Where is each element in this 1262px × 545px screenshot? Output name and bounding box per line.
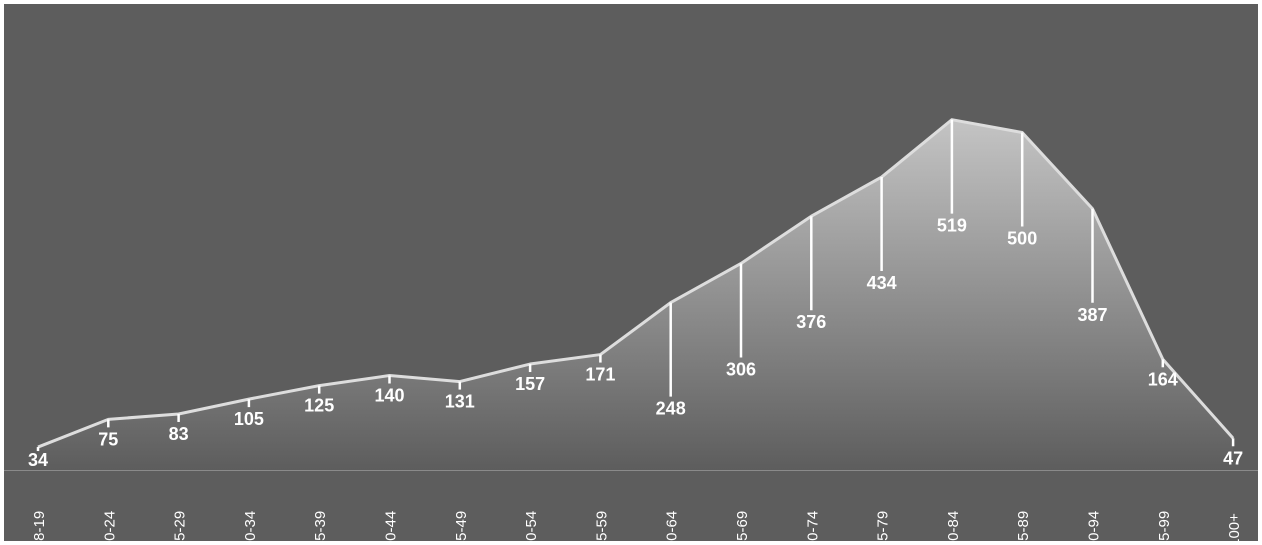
data-label: 306	[726, 359, 756, 379]
x-tick-label: 40-44	[383, 511, 400, 541]
data-label: 519	[937, 216, 967, 236]
x-tick-label: 18-19	[31, 511, 48, 541]
x-tick-label: 65-69	[734, 511, 751, 541]
x-tick-label: 85-89	[1015, 511, 1032, 541]
x-tick-label: 30-34	[242, 511, 259, 541]
area-edge-line	[37, 118, 1235, 449]
value-label-layer: 34 75 83 105 125 140 131 157 171 248 306 376 434 519 5…	[28, 216, 1243, 470]
data-label: 376	[796, 312, 826, 332]
x-tick-label: 70-74	[804, 511, 821, 541]
data-label: 83	[169, 424, 189, 444]
area-layer	[4, 118, 1258, 471]
area-fill	[38, 119, 1234, 471]
x-tick-label: 100+	[1226, 513, 1243, 541]
x-tick-label: 75-79	[875, 511, 892, 541]
x-tick-label: 90-94	[1086, 511, 1103, 541]
x-tick-label: 45-49	[453, 511, 470, 541]
x-tick-label: 55-59	[593, 511, 610, 541]
area-chart: 34 75 83 105 125 140 131 157 171 248 306 376 434 519 5…	[4, 118, 1258, 541]
data-label: 157	[515, 374, 545, 394]
data-label: 34	[28, 450, 48, 470]
data-label: 434	[867, 273, 897, 293]
x-tick-label: 20-24	[101, 511, 118, 541]
data-label: 140	[374, 386, 404, 406]
x-tick-label: 25-29	[172, 511, 189, 541]
x-tick-label: 95-99	[1156, 511, 1173, 541]
data-label: 164	[1148, 369, 1178, 389]
x-tick-label: 60-64	[664, 511, 681, 541]
x-tick-label: 50-54	[523, 511, 540, 541]
data-label: 125	[304, 396, 334, 416]
data-label: 387	[1077, 305, 1107, 325]
drop-line-layer	[36, 119, 1235, 452]
data-label: 105	[234, 409, 264, 429]
chart-frame: 34 75 83 105 125 140 131 157 171 248 306 376 434 519 5…	[4, 4, 1258, 541]
data-label: 500	[1007, 229, 1037, 249]
x-tick-label: 80-84	[945, 511, 962, 541]
x-tick-label-layer: 18-19 20-24 25-29 30-34 35-39 40-44 45-49 50-54…	[31, 511, 1243, 541]
data-label: 131	[445, 392, 475, 412]
x-tick-label: 35-39	[312, 511, 329, 541]
data-label: 171	[585, 365, 615, 385]
data-label: 248	[656, 399, 686, 419]
data-label: 75	[98, 429, 118, 449]
data-label: 47	[1223, 448, 1243, 468]
